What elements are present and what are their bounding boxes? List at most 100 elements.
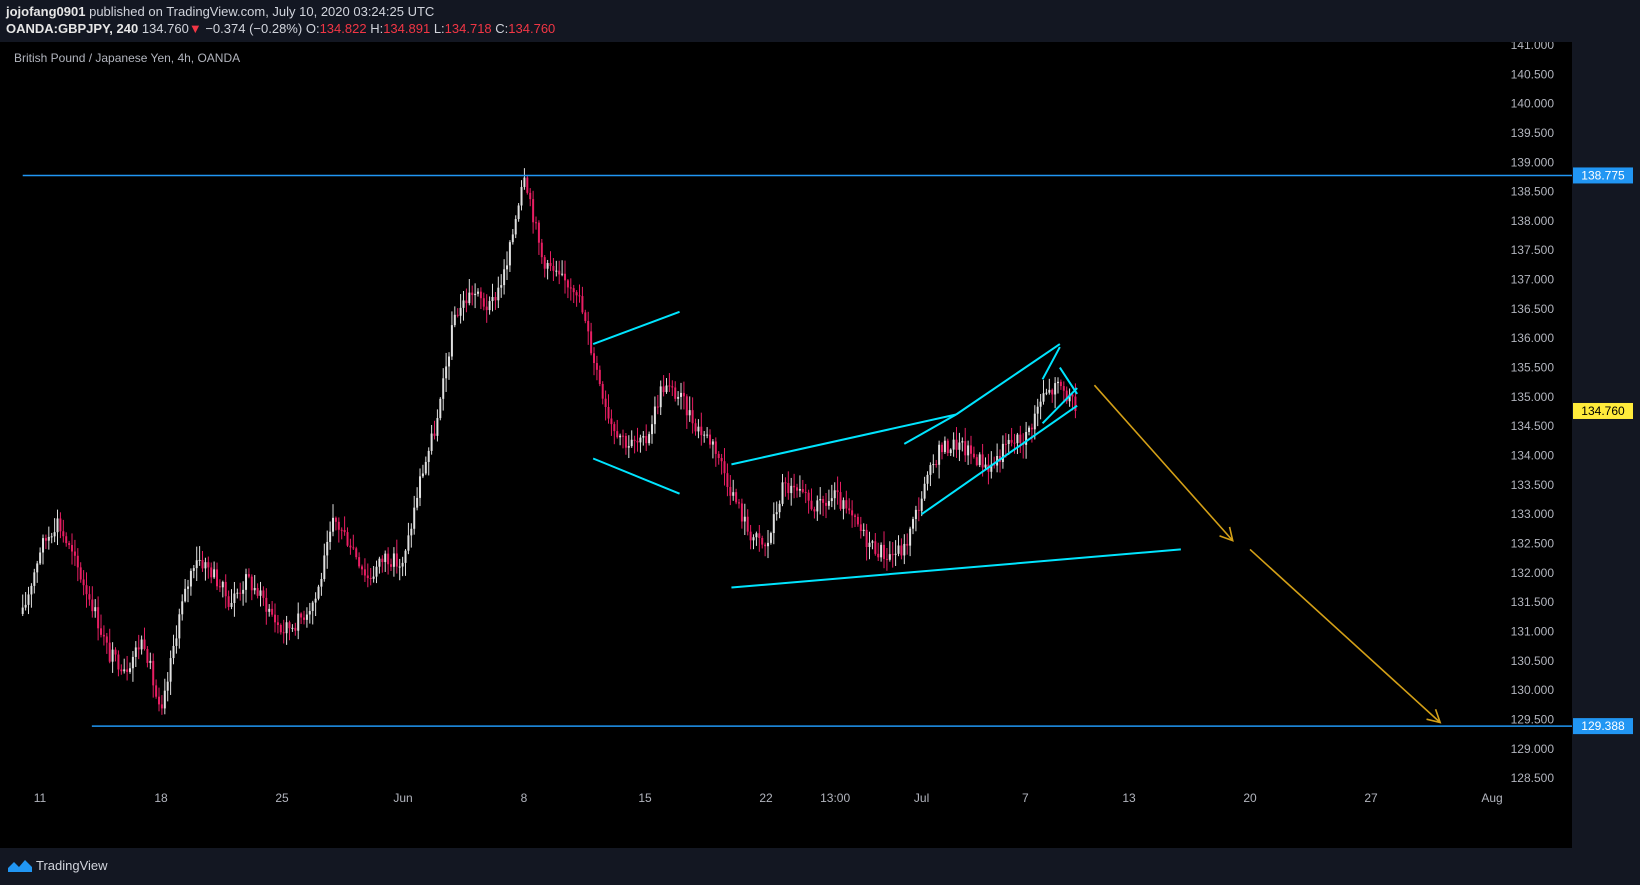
candle-body-81 <box>256 588 259 596</box>
candle-body-131 <box>401 562 404 567</box>
candle-body-246 <box>735 492 738 503</box>
y-tick-label-25: 128.500 <box>1511 771 1555 785</box>
trendline-7[interactable] <box>1041 346 1061 380</box>
candle-body-321 <box>952 439 955 450</box>
trendline-4[interactable] <box>903 413 957 445</box>
candle-body-318 <box>943 440 946 453</box>
candle-body-282 <box>839 492 842 509</box>
candle-body-219 <box>656 406 659 408</box>
candle-body-308 <box>914 509 917 520</box>
published-info: published on TradingView.com, July 10, 2… <box>89 4 435 19</box>
candle-body-341 <box>1010 439 1013 443</box>
price-chart[interactable]: 141.000 140.500 140.000 139.500 139.000 138.5… <box>0 42 1640 848</box>
tradingview-brand[interactable]: TradingView <box>8 858 108 873</box>
candle-body-191 <box>575 292 578 296</box>
candle-body-239 <box>714 441 717 454</box>
candle-body-106 <box>329 531 332 542</box>
candle-body-188 <box>566 280 569 288</box>
candle-body-193 <box>581 296 584 313</box>
candle-body-323 <box>958 442 961 450</box>
y-tick-label-22: 130.000 <box>1511 683 1555 697</box>
candle-body-270 <box>804 491 807 493</box>
y-tick-label-1: 140.500 <box>1511 67 1555 81</box>
drawings[interactable] <box>592 310 1442 724</box>
candle-body-61 <box>198 559 201 561</box>
y-tick-label-8: 137.000 <box>1511 273 1555 287</box>
candle-body-118 <box>363 569 366 576</box>
trendline-9[interactable] <box>1059 367 1078 395</box>
candle-body-104 <box>323 555 326 580</box>
candle-body-136 <box>416 497 419 508</box>
forecast-arrow-11[interactable] <box>1249 548 1441 724</box>
candle-body-196 <box>590 331 593 354</box>
candle-body-112 <box>346 532 349 546</box>
candle-body-119 <box>366 575 369 579</box>
candle-body-248 <box>740 503 743 522</box>
candle-body-343 <box>1016 434 1019 444</box>
y-tick-label-20: 131.000 <box>1511 625 1555 639</box>
horizontal-levels[interactable] <box>22 174 1572 727</box>
chart-plot-area[interactable] <box>0 42 1572 848</box>
open-value: 134.822 <box>319 21 367 36</box>
y-tick-label-0: 141.000 <box>1511 42 1555 52</box>
candle-body-292 <box>868 542 871 547</box>
x-tick-label-1: 18 <box>154 791 168 805</box>
candle-body-224 <box>671 386 674 388</box>
candle-body-157 <box>477 291 480 294</box>
candle-body-88 <box>276 622 279 625</box>
trendline-2[interactable] <box>731 413 957 466</box>
candle-body-230 <box>688 410 691 416</box>
candle-body-299 <box>888 554 891 560</box>
candle-body-161 <box>488 301 491 311</box>
forecast-arrow-10[interactable] <box>1093 384 1234 542</box>
candle-body-233 <box>697 426 700 432</box>
candle-body-139 <box>424 461 427 474</box>
candle-body-301 <box>894 553 897 555</box>
candle-body-190 <box>572 288 575 293</box>
candle-body-247 <box>738 502 741 504</box>
author-name[interactable]: jojofang0901 <box>6 4 86 19</box>
candle-body-51 <box>169 658 172 682</box>
candle-body-167 <box>506 265 509 270</box>
y-tick-label-17: 132.500 <box>1511 537 1555 551</box>
candle-body-69 <box>221 581 224 588</box>
candle-body-285 <box>848 508 851 511</box>
trendline-6[interactable] <box>920 404 1078 516</box>
candle-body-354 <box>1048 389 1051 393</box>
y-tick-label-19: 131.500 <box>1511 595 1555 609</box>
candle-body-307 <box>912 519 915 529</box>
candle-body-152 <box>462 300 465 308</box>
candle-body-13 <box>59 518 62 532</box>
y-tick-label-3: 139.500 <box>1511 126 1555 140</box>
candle-body-227 <box>680 392 683 397</box>
candle-body-263 <box>784 482 787 484</box>
candle-body-70 <box>224 581 227 597</box>
trendline-5[interactable] <box>955 343 1061 416</box>
candle-body-258 <box>769 533 772 543</box>
candle-body-235 <box>703 434 706 436</box>
candle-body-35 <box>123 669 126 672</box>
candle-body-127 <box>390 564 393 567</box>
candle-body-204 <box>613 424 616 432</box>
trendline-1[interactable] <box>592 457 680 495</box>
y-tick-label-14: 134.000 <box>1511 449 1555 463</box>
candle-body-300 <box>891 554 894 556</box>
trendline-0[interactable] <box>592 310 680 346</box>
candle-body-351 <box>1039 401 1042 407</box>
candle-body-40 <box>137 647 140 650</box>
candle-body-287 <box>854 515 857 517</box>
candle-body-137 <box>419 476 422 498</box>
candle-body-280 <box>833 490 836 499</box>
candle-body-9 <box>47 536 50 541</box>
candle-body-294 <box>874 541 877 554</box>
trendline-8[interactable] <box>1041 387 1078 424</box>
candle-body-281 <box>836 490 839 493</box>
candle-body-153 <box>465 300 468 304</box>
candle-body-242 <box>723 461 726 474</box>
candle-body-360 <box>1065 390 1068 402</box>
candle-body-76 <box>242 589 245 594</box>
candle-body-185 <box>558 270 561 275</box>
symbol-label[interactable]: OANDA:GBPJPY, 240 <box>6 21 139 36</box>
candle-body-80 <box>253 588 256 591</box>
trendline-3[interactable] <box>731 548 1181 589</box>
